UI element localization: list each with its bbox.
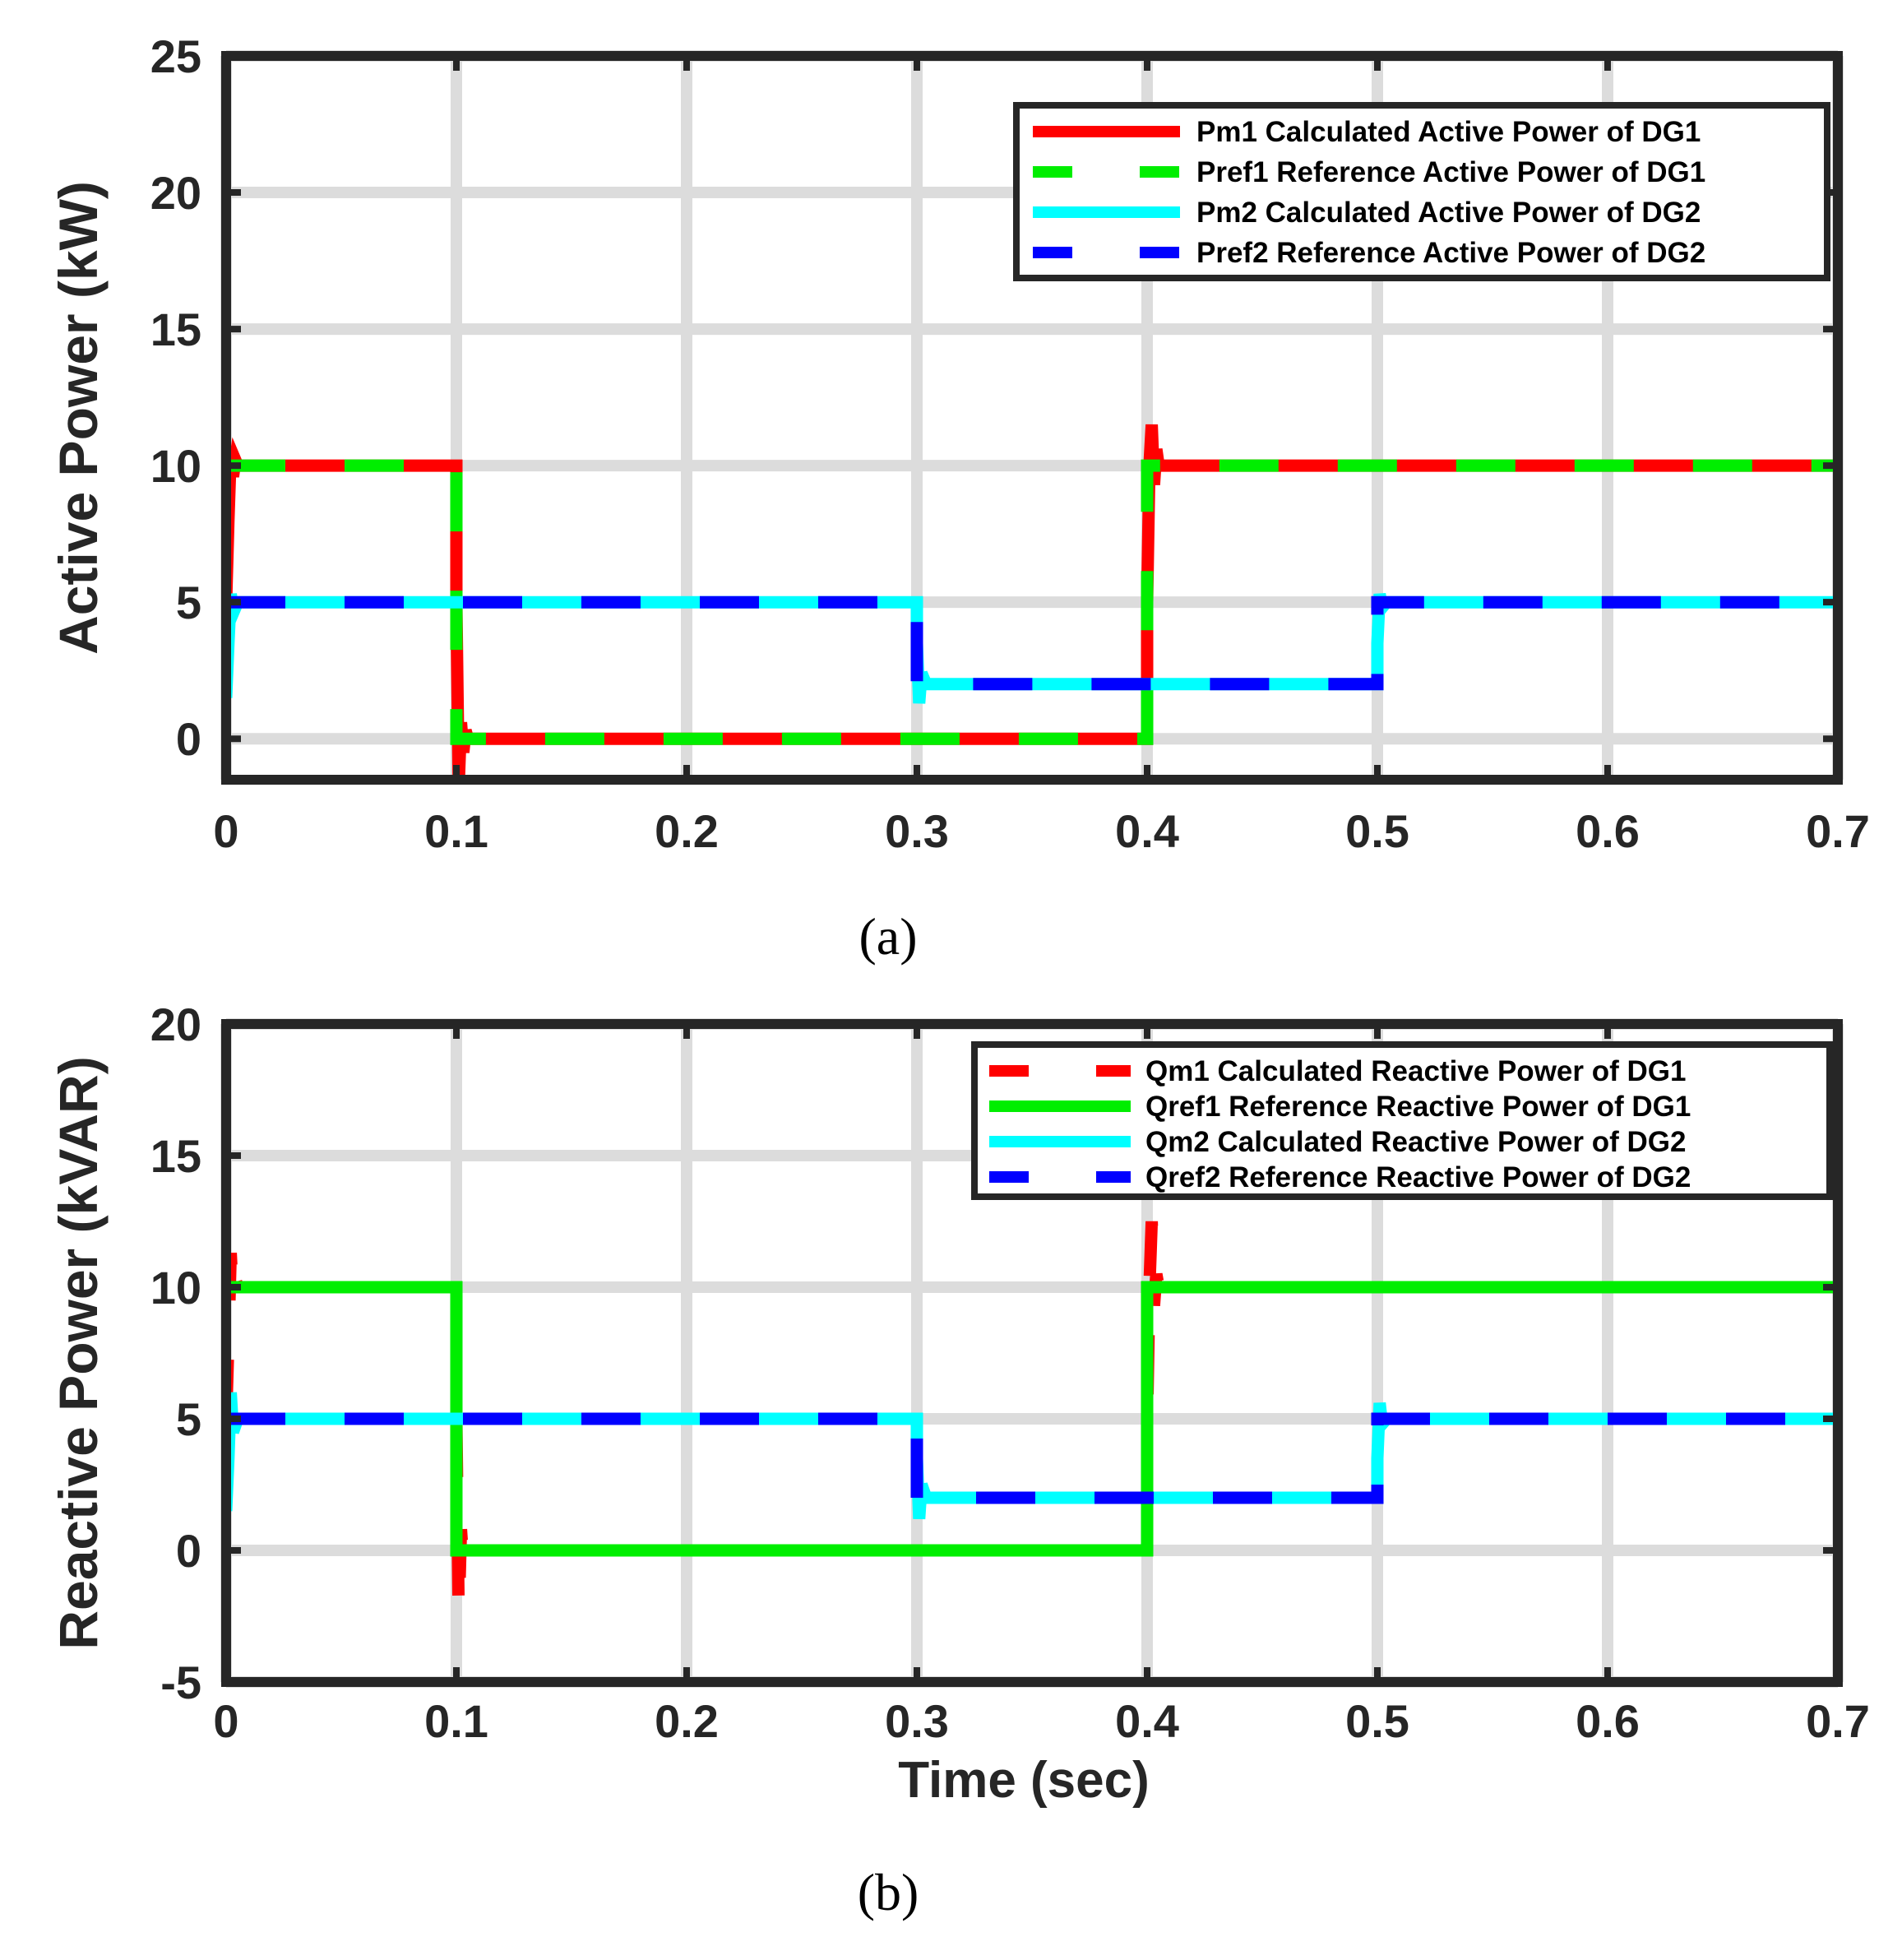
y-tick-label: 0 [176, 713, 201, 765]
series-line-2 [226, 459, 1838, 745]
y-tick-label: 15 [150, 1130, 201, 1182]
x-tick-label: 0.6 [1576, 1695, 1640, 1747]
y-tick-label: 5 [176, 577, 201, 628]
series-line-4 [226, 1412, 1838, 1504]
chart-panel-a: 0 0.1 0.2 0.3 0.4 0.5 0.6 0.7 0 5 10 15 20 25 Active P… [48, 30, 1870, 966]
legend-label-3: Pm2 Calculated Active Power of DG2 [1196, 197, 1701, 229]
x-tick-label: 0 [213, 805, 238, 857]
x-tick-label: 0 [213, 1695, 238, 1747]
x-tick-label: 0.4 [1115, 805, 1179, 857]
series-line-4 [226, 595, 1838, 691]
legend-label-1: Qm1 Calculated Reactive Power of DG1 [1145, 1055, 1686, 1087]
x-tick-label: 0.7 [1806, 1695, 1870, 1747]
panel-caption: (b) [858, 1863, 919, 1921]
legend-label-2: Qref1 Reference Reactive Power of DG1 [1145, 1091, 1691, 1123]
x-tick-label: 0.3 [885, 805, 949, 857]
y-axis-label: Reactive Power (kVAR) [48, 1056, 109, 1649]
x-tick-label: 0.2 [655, 805, 719, 857]
axes-box [221, 51, 1843, 785]
legend-label-4: Qref2 Reference Reactive Power of DG2 [1145, 1161, 1691, 1193]
legend: Qm1 Calculated Reactive Power of DG1 Qref… [971, 1041, 1833, 1200]
y-tick-label: 5 [176, 1393, 201, 1445]
y-tick-label: 20 [150, 999, 201, 1050]
legend: Pm1 Calculated Active Power of DG1 Pref1 … [1013, 102, 1830, 281]
y-tick-label: 10 [150, 1262, 201, 1314]
y-tick-label: 10 [150, 440, 201, 492]
legend-label-2: Pref1 Reference Active Power of DG1 [1196, 156, 1705, 188]
x-tick-label: 0.6 [1576, 805, 1640, 857]
chart-panel-b: 0 0.1 0.2 0.3 0.4 0.5 0.6 0.7-505101520Reactive… [48, 999, 1870, 1921]
x-tick-label: 0.5 [1345, 1695, 1409, 1747]
y-tick-label: 0 [176, 1525, 201, 1577]
y-tick-label: 20 [150, 167, 201, 219]
x-tick-label: 0.1 [424, 1695, 488, 1747]
legend-label-4: Pref2 Reference Active Power of DG2 [1196, 237, 1705, 269]
series-group [226, 1221, 1838, 1617]
x-axis-label: Time (sec) [898, 1752, 1150, 1809]
y-tick-label: 25 [150, 30, 201, 82]
x-tick-label: 0.5 [1345, 805, 1409, 857]
x-tick-label: 0.1 [424, 805, 488, 857]
y-tick-label: 15 [150, 303, 201, 355]
x-tick-label: 0.2 [655, 1695, 719, 1747]
axes-box [221, 1019, 1843, 1687]
x-tick-label: 0.3 [885, 1695, 949, 1747]
legend-label-3: Qm2 Calculated Reactive Power of DG2 [1145, 1126, 1686, 1158]
legend-label-1: Pm1 Calculated Active Power of DG1 [1196, 116, 1701, 148]
y-tick-label: -5 [160, 1657, 201, 1708]
x-tick-label: 0.4 [1115, 1695, 1179, 1747]
x-tick-label: 0.7 [1806, 805, 1870, 857]
panel-caption: (a) [858, 907, 917, 966]
y-axis-label: Active Power (kW) [48, 181, 109, 655]
series-line-2 [226, 1281, 1838, 1557]
